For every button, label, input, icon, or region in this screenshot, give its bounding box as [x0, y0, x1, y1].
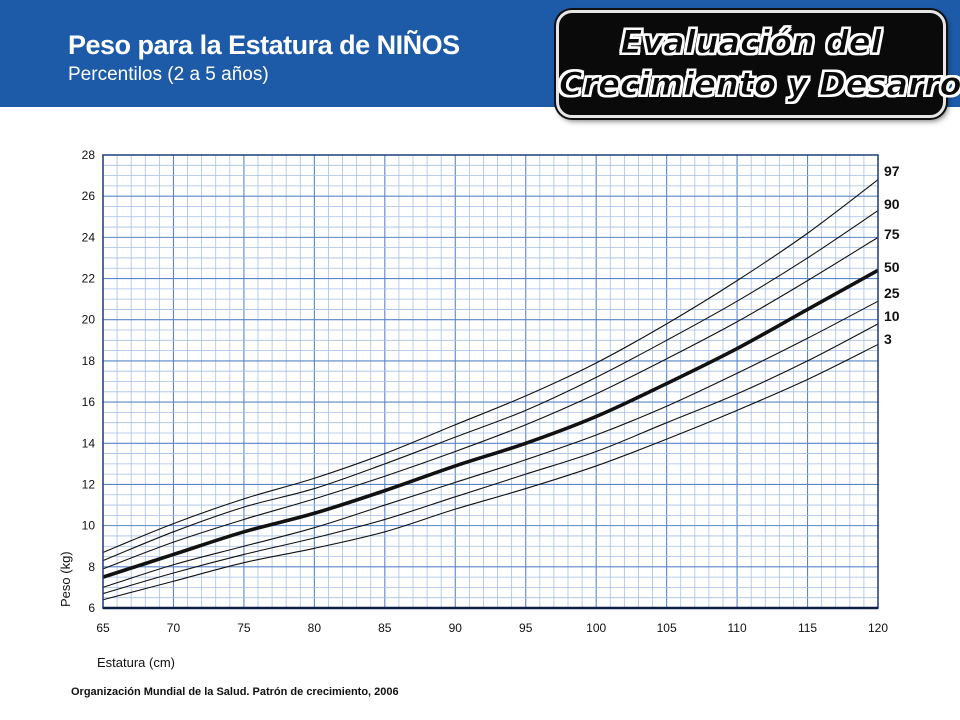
page-subtitle: Percentilos (2 a 5 años): [68, 64, 269, 85]
page-title: Peso para la Estatura de NIÑOS: [68, 30, 460, 60]
x-tick-label: 85: [378, 621, 392, 635]
y-tick-label: 28: [82, 148, 96, 162]
y-tick-label: 24: [82, 230, 96, 244]
percentile-label-p25: 25: [884, 285, 900, 301]
percentile-curve-p90: [102, 210, 879, 562]
x-tick-label: 75: [237, 621, 251, 635]
y-tick-label: 16: [82, 395, 96, 409]
percentile-curve-p75: [102, 236, 879, 570]
x-tick-label: 120: [868, 621, 888, 635]
percentile-label-p50: 50: [884, 259, 900, 275]
x-tick-label: 70: [167, 621, 181, 635]
title-badge: Evaluación del Crecimiento y Desarrollo: [556, 10, 960, 118]
x-tick-label: 110: [728, 621, 747, 635]
y-tick-label: 10: [82, 519, 96, 533]
y-tick-label: 18: [82, 354, 96, 368]
chart-labels: 97 90 75 50 25 10 3 65 70 75 80 85 90 95 100 105 110 115 1…: [58, 148, 900, 670]
x-tick-label: 95: [519, 621, 533, 635]
percentile-curve-p50: [102, 268, 879, 579]
percentile-curve-p25: [102, 300, 879, 588]
y-tick-label: 22: [82, 272, 96, 286]
y-tick-label: 20: [82, 313, 96, 327]
y-tick-label: 6: [88, 601, 95, 615]
x-tick-label: 105: [657, 621, 677, 635]
x-tick-label: 115: [798, 621, 817, 635]
percentile-curve-p97: [102, 179, 879, 553]
chart-curves: [102, 179, 879, 601]
percentile-label-p90: 90: [884, 196, 900, 212]
percentile-label-p3: 3: [884, 331, 892, 347]
source-note: Organización Mundial de la Salud. Patrón…: [71, 686, 399, 698]
x-tick-label: 80: [308, 621, 322, 635]
x-tick-label: 90: [449, 621, 463, 635]
x-tick-label: 100: [586, 621, 606, 635]
y-tick-label: 12: [82, 477, 96, 491]
percentile-label-p97: 97: [884, 163, 900, 179]
chart-axes: [102, 154, 879, 610]
y-tick-label: 14: [82, 436, 96, 450]
y-tick-label: 8: [88, 560, 95, 574]
y-axis-title: Peso (kg): [58, 551, 73, 607]
badge-line-2: Crecimiento y Desarrollo: [559, 65, 960, 104]
percentile-label-p10: 10: [884, 308, 900, 324]
x-tick-label: 65: [96, 621, 110, 635]
percentile-curve-p3: [102, 343, 879, 601]
percentile-curve-p10: [102, 323, 879, 595]
percentile-label-p75: 75: [884, 226, 900, 242]
badge-line-1: Evaluación del: [620, 23, 882, 62]
x-axis-title: Estatura (cm): [97, 655, 175, 670]
y-tick-label: 26: [82, 189, 96, 203]
